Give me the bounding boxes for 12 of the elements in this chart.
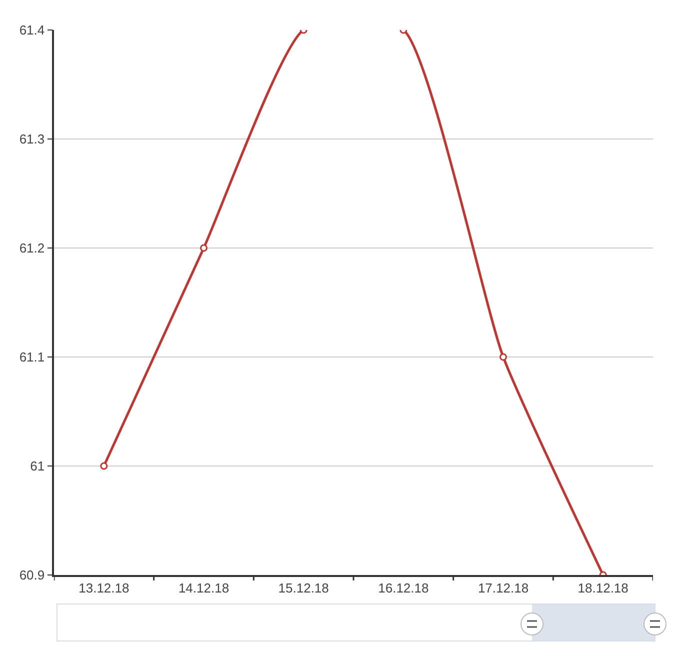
x-tick-label: 13.12.18 [78,580,130,596]
y-tick-label: 61.3 [19,132,45,147]
x-tick-label: 16.12.18 [378,580,429,596]
x-tick-label: 18.12.18 [578,580,628,596]
x-tick-label: 14.12.18 [178,580,230,596]
y-tick-label: 60.9 [19,568,45,583]
y-tick-label: 61.2 [19,240,45,256]
y-tick-label: 61.1 [19,350,45,365]
y-tick-label: 61.4 [19,22,45,38]
y-tick-label: 61 [30,458,45,474]
x-tick-label: 15.12.18 [278,580,329,596]
x-tick-label: 17.12.18 [478,580,529,596]
